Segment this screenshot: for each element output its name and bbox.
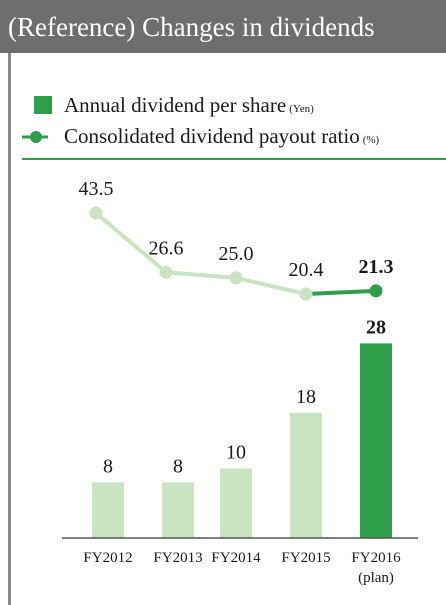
legend-unit-payout: (%) (362, 134, 380, 146)
legend-square-marker (34, 96, 52, 114)
bar-fy2015 (290, 412, 322, 538)
frame-left-border (8, 53, 11, 605)
x-tick-label: FY2012 (83, 550, 132, 566)
bar-value-label: 8 (103, 455, 113, 477)
payout-point-fy2012 (89, 206, 103, 220)
payout-value-label: 21.3 (359, 256, 394, 278)
bar-fy2014 (220, 468, 252, 538)
legend-divider (22, 158, 446, 160)
payout-value-label: 26.6 (149, 237, 184, 259)
x-tick-label: FY2013 (153, 550, 202, 566)
payout-line-segment (94, 211, 168, 274)
legend-line-dot-marker (22, 131, 48, 143)
bar-value-label: 8 (173, 455, 183, 477)
x-tick-label: FY2016 (351, 550, 401, 566)
payout-value-label: 20.4 (289, 259, 324, 281)
bar-fy2013 (162, 482, 194, 538)
title-bar: (Reference) Changes in dividends (0, 0, 446, 53)
legend-unit-dividend: (Yen) (289, 103, 314, 115)
payout-value-label: 43.5 (79, 178, 114, 200)
chart-title: (Reference) Changes in dividends (8, 12, 375, 42)
payout-point-fy2016 (369, 284, 383, 298)
payout-point-fy2015 (299, 287, 313, 301)
x-tick-sublabel: (plan) (358, 570, 394, 586)
bar-value-label: 10 (226, 442, 246, 464)
bar-value-label: 28 (366, 316, 386, 338)
bar-fy2012 (92, 482, 124, 538)
x-tick-label: FY2014 (211, 550, 261, 566)
payout-point-fy2014 (229, 271, 243, 285)
bar-value-label: 18 (296, 386, 316, 408)
payout-value-label: 25.0 (219, 243, 254, 265)
x-tick-label: FY2015 (281, 550, 330, 566)
payout-line-segment (305, 288, 377, 296)
payout-point-fy2013 (159, 265, 173, 279)
legend-label-payout: Consolidated dividend payout ratio (64, 124, 360, 148)
payout-line-segment (165, 270, 237, 280)
legend-label-dividend: Annual dividend per share (64, 93, 287, 117)
payout-line-segment (235, 275, 307, 296)
bar-fy2016 (360, 343, 392, 538)
